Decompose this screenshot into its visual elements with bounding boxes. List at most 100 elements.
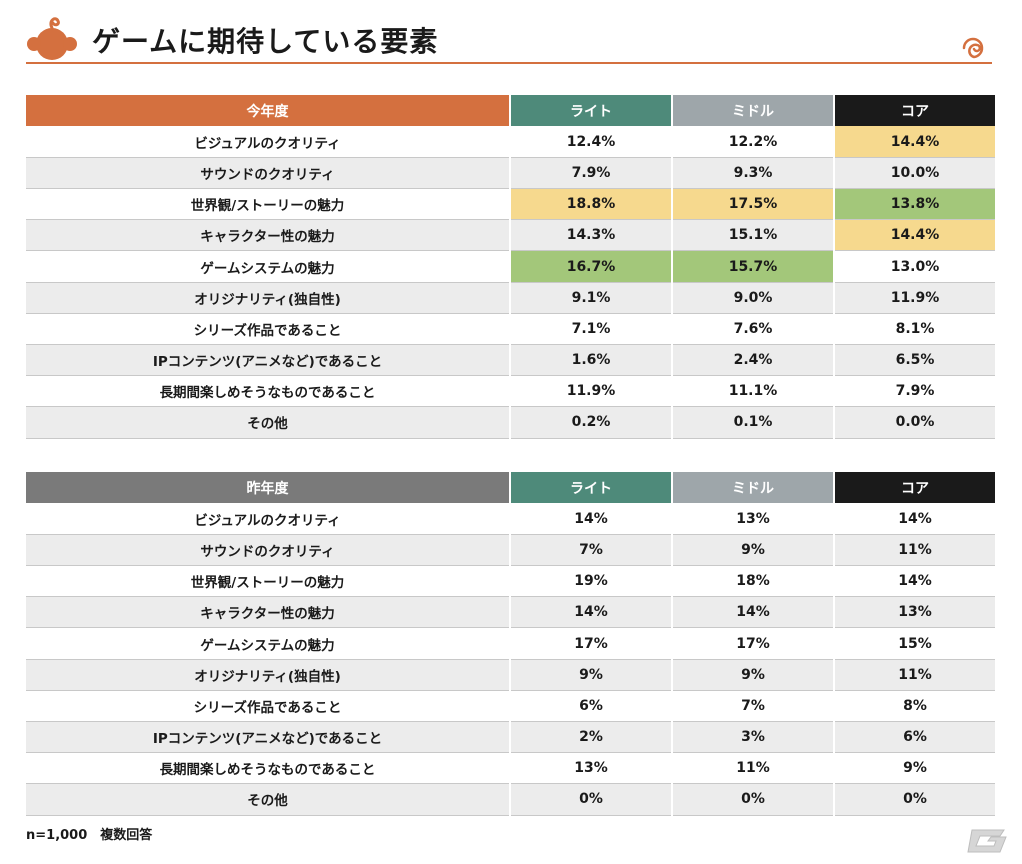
value-middle: 15.7% [672,250,835,283]
row-label: サウンドのクオリティ [26,534,511,567]
table-row: 長期間楽しめそうなものであること 13% 11% 9% [26,752,997,785]
table-row: ビジュアルのクオリティ 14% 13% 14% [26,503,997,535]
row-label: ゲームシステムの魅力 [26,627,511,660]
value-light: 18.8% [510,188,673,221]
value-middle: 9.0% [672,282,835,314]
value-core: 14% [834,565,997,598]
value-core: 0.0% [834,406,997,439]
value-light: 6% [510,690,673,723]
value-core: 10.0% [834,157,997,190]
page-title: ゲームに期待している要素 [92,25,439,58]
value-light: 1.6% [510,344,673,377]
value-light: 12.4% [510,126,673,158]
table-row: IPコンテンツ(アニメなど)であること 2% 3% 6% [26,721,997,754]
value-middle: 0.1% [672,406,835,439]
value-middle: 13% [672,503,835,535]
row-label: 世界観/ストーリーの魅力 [26,188,511,221]
header-divider [26,62,992,64]
value-core: 14.4% [834,219,997,252]
value-middle: 2.4% [672,344,835,377]
table-row: ビジュアルのクオリティ 12.4% 12.2% 14.4% [26,126,997,158]
value-light: 9.1% [510,282,673,314]
table-row: キャラクター性の魅力 14.3% 15.1% 14.4% [26,219,997,252]
table-row: キャラクター性の魅力 14% 14% 13% [26,596,997,629]
value-core: 8% [834,690,997,723]
value-light: 17% [510,627,673,660]
table-row: サウンドのクオリティ 7% 9% 11% [26,534,997,567]
header-light: ライト [510,472,673,504]
row-label: オリジナリティ(独自性) [26,659,511,691]
row-label: 長期間楽しめそうなものであること [26,752,511,785]
table-row: ゲームシステムの魅力 17% 17% 15% [26,627,997,660]
row-label: その他 [26,783,511,816]
value-middle: 17% [672,627,835,660]
swirl-icon [962,37,984,59]
row-label: ゲームシステムの魅力 [26,250,511,283]
row-label: 世界観/ストーリーの魅力 [26,565,511,598]
value-core: 14.4% [834,126,997,158]
value-middle: 18% [672,565,835,598]
table-row: シリーズ作品であること 7.1% 7.6% 8.1% [26,313,997,346]
header-middle: ミドル [672,472,835,504]
value-middle: 9% [672,659,835,691]
value-core: 13.8% [834,188,997,221]
value-core: 11% [834,534,997,567]
table-row: オリジナリティ(独自性) 9% 9% 11% [26,659,997,691]
row-label: サウンドのクオリティ [26,157,511,190]
value-middle: 9.3% [672,157,835,190]
row-label: キャラクター性の魅力 [26,219,511,252]
value-light: 13% [510,752,673,785]
page-header: ゲームに期待している要素 [26,8,992,64]
header-middle: ミドル [672,95,835,127]
row-label: キャラクター性の魅力 [26,596,511,629]
row-label: 長期間楽しめそうなものであること [26,375,511,408]
value-light: 11.9% [510,375,673,408]
this-year-table: 今年度 ライト ミドル コア ビジュアルのクオリティ 12.4% 12.2% 14.4… [26,95,997,439]
value-light: 14% [510,503,673,535]
row-label: その他 [26,406,511,439]
last-year-table: 昨年度 ライト ミドル コア ビジュアルのクオリティ 14% 13% 14% サウンドの… [26,472,997,816]
table-row: サウンドのクオリティ 7.9% 9.3% 10.0% [26,157,997,190]
header-light: ライト [510,95,673,127]
table-row: その他 0% 0% 0% [26,783,997,816]
value-light: 7% [510,534,673,567]
value-light: 0% [510,783,673,816]
value-core: 15% [834,627,997,660]
value-middle: 3% [672,721,835,754]
footnote: n=1,000 複数回答 [26,828,153,843]
table-row: 世界観/ストーリーの魅力 19% 18% 14% [26,565,997,598]
value-core: 6.5% [834,344,997,377]
header-core: コア [834,472,997,504]
header-this-year: 今年度 [26,95,511,127]
value-light: 19% [510,565,673,598]
value-light: 14.3% [510,219,673,252]
value-core: 13.0% [834,250,997,283]
value-core: 8.1% [834,313,997,346]
value-middle: 14% [672,596,835,629]
table-row: 世界観/ストーリーの魅力 18.8% 17.5% 13.8% [26,188,997,221]
value-middle: 15.1% [672,219,835,252]
row-label: シリーズ作品であること [26,313,511,346]
header-last-year: 昨年度 [26,472,511,504]
table-row: オリジナリティ(独自性) 9.1% 9.0% 11.9% [26,282,997,314]
table-row: シリーズ作品であること 6% 7% 8% [26,690,997,723]
row-label: IPコンテンツ(アニメなど)であること [26,721,511,754]
orange-mascot-icon [27,17,77,60]
value-light: 0.2% [510,406,673,439]
row-label: オリジナリティ(独自性) [26,282,511,314]
table-row: その他 0.2% 0.1% 0.0% [26,406,997,439]
value-core: 14% [834,503,997,535]
row-label: IPコンテンツ(アニメなど)であること [26,344,511,377]
value-middle: 12.2% [672,126,835,158]
value-middle: 7.6% [672,313,835,346]
gamer-g-logo-icon [967,829,1007,853]
table-row: ゲームシステムの魅力 16.7% 15.7% 13.0% [26,250,997,283]
value-middle: 7% [672,690,835,723]
value-middle: 11.1% [672,375,835,408]
value-middle: 17.5% [672,188,835,221]
value-middle: 11% [672,752,835,785]
value-light: 9% [510,659,673,691]
row-label: シリーズ作品であること [26,690,511,723]
table-row: 長期間楽しめそうなものであること 11.9% 11.1% 7.9% [26,375,997,408]
table-header-row: 昨年度 ライト ミドル コア [26,472,997,504]
